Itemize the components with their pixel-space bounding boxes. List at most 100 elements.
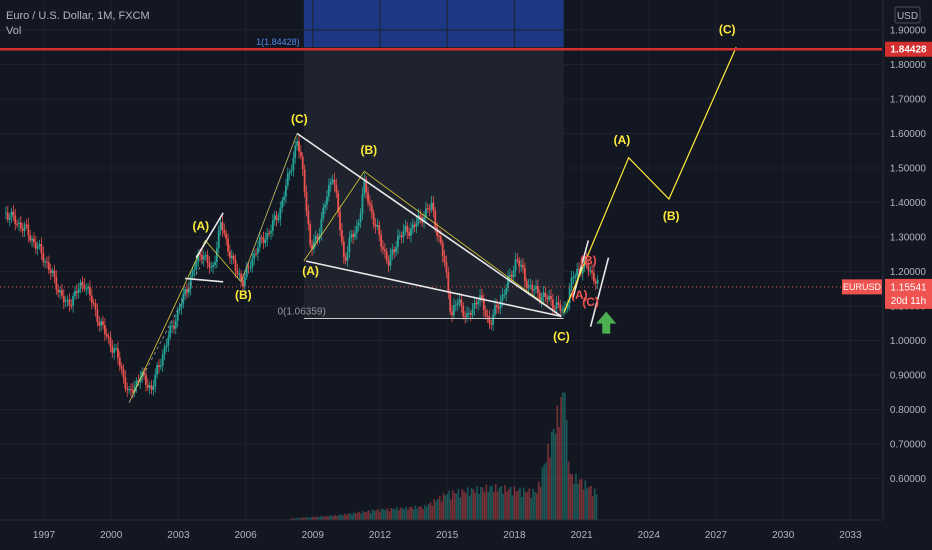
volume-bar — [330, 515, 333, 520]
candle-body — [72, 296, 75, 306]
volume-bar — [457, 488, 460, 520]
candle-body — [115, 348, 117, 350]
volume-bar — [511, 495, 514, 520]
candle-body — [514, 259, 517, 271]
volume-bar — [431, 505, 434, 520]
x-tick-label: 2027 — [705, 530, 728, 541]
wave-label: (B) — [235, 288, 252, 302]
volume-bar — [452, 490, 454, 520]
candle-body — [518, 260, 521, 267]
trend-line[interactable] — [195, 212, 224, 259]
candle-body — [311, 244, 313, 250]
candle-body — [355, 226, 358, 233]
candle-body — [186, 289, 188, 293]
candle-body — [451, 311, 453, 316]
trend-line[interactable] — [589, 257, 610, 327]
candle-body — [288, 171, 291, 174]
candle-body — [53, 270, 56, 278]
trend-line[interactable] — [185, 277, 224, 283]
volume-bar — [522, 487, 525, 520]
volume-bar — [403, 509, 406, 520]
volume-bar — [494, 484, 497, 520]
x-tick-label: 2012 — [369, 530, 392, 541]
volume-bar — [519, 487, 521, 520]
candle-body — [137, 380, 140, 383]
svg-text:20d 11h: 20d 11h — [891, 296, 926, 307]
y-tick-label: 1.50000 — [890, 164, 927, 175]
candle-body — [462, 305, 465, 317]
candle-body — [285, 185, 287, 197]
volume-bar — [295, 518, 297, 520]
candle-body — [131, 389, 134, 393]
candle-body — [538, 293, 541, 301]
candle-body — [61, 290, 63, 296]
candle-body — [145, 374, 147, 385]
candle-body — [423, 216, 425, 223]
candle-body — [486, 316, 489, 318]
volume-bar — [437, 499, 439, 520]
candle-body — [156, 365, 159, 375]
candle-body — [391, 249, 394, 255]
candle-body — [6, 212, 9, 220]
volume-bar — [552, 428, 555, 520]
y-tick-label: 0.80000 — [890, 405, 927, 416]
candle-body — [197, 253, 200, 262]
volume-bar — [498, 487, 501, 520]
candle-body — [395, 247, 397, 253]
candle-body — [383, 249, 386, 252]
volume-bar — [323, 516, 325, 520]
candle-body — [154, 374, 157, 387]
candle-body — [397, 235, 399, 248]
volume-bar — [394, 509, 396, 520]
candle-body — [296, 141, 299, 146]
volume-bar — [521, 496, 523, 520]
ticker-badge: EURUSD — [842, 279, 882, 295]
volume-bar — [364, 512, 366, 520]
volume-bar — [450, 499, 452, 520]
x-tick-label: 2018 — [503, 530, 526, 541]
candle-body — [281, 200, 284, 209]
volume-bar — [560, 397, 562, 520]
symbol-title[interactable]: Euro / U.S. Dollar, 1M, FXCM — [6, 10, 150, 22]
volume-label[interactable]: Vol — [6, 25, 22, 37]
trend-line[interactable] — [571, 240, 590, 300]
candle-body — [275, 215, 278, 221]
candle-body — [566, 303, 569, 308]
volume-bar — [528, 488, 531, 520]
trend-line[interactable] — [305, 260, 562, 318]
candle-body — [413, 224, 416, 227]
candle-body — [135, 380, 138, 387]
trend-line[interactable] — [296, 132, 562, 318]
candle-body — [329, 181, 332, 185]
volume-bar — [440, 501, 443, 520]
candle-body — [210, 266, 213, 268]
volume-bar — [401, 507, 404, 520]
candle-body — [243, 276, 246, 287]
candle-body — [445, 262, 448, 273]
candle-body — [253, 253, 256, 259]
candle-body — [324, 204, 327, 208]
candle-body — [283, 196, 285, 201]
candle-body — [245, 266, 248, 277]
candle-body — [23, 224, 26, 231]
candle-body — [219, 222, 222, 231]
wave-label: (C) — [719, 22, 736, 36]
candle-body — [481, 295, 483, 299]
volume-bar — [409, 507, 411, 520]
candle-body — [309, 223, 312, 245]
candle-body — [326, 196, 328, 205]
candle-body — [257, 247, 259, 254]
target-line-label: 1(1.84428) — [256, 37, 300, 47]
candle-body — [352, 234, 355, 238]
candle-body — [369, 202, 371, 206]
y-tick-label: 1.60000 — [890, 129, 927, 140]
volume-bar — [524, 491, 527, 520]
candle-body — [152, 386, 155, 390]
candle-body — [70, 305, 73, 307]
candle-body — [79, 282, 82, 289]
y-tick-label: 1.30000 — [890, 233, 927, 244]
candle-body — [161, 354, 164, 366]
candle-body — [94, 303, 97, 310]
volume-bar — [483, 492, 486, 520]
